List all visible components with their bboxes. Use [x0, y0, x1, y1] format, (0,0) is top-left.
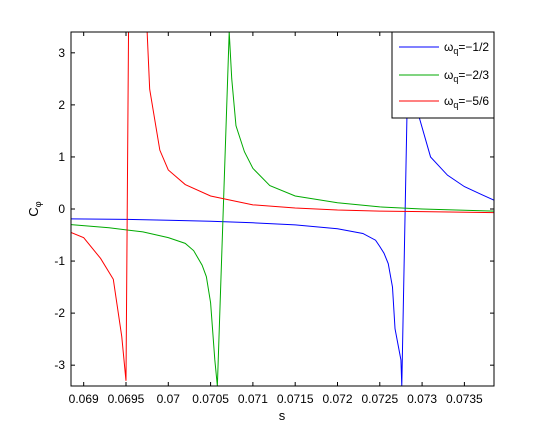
legend-label-3-main: ω: [444, 94, 453, 108]
legend: ωq=−1/2 ωq=−2/3 ωq=−5/6: [391, 31, 495, 119]
series-layer: [71, 32, 494, 386]
svg-text:Cφ: Cφ: [26, 201, 43, 216]
x-tick-label-8: 0.073: [407, 392, 437, 406]
legend-label-3-rest: =−5/6: [458, 94, 489, 108]
x-tick-label-0: 0.069: [69, 392, 99, 406]
legend-entry-3: ωq=−5/6: [399, 94, 489, 110]
svg-text:ωq=−1/2: ωq=−1/2: [444, 40, 489, 56]
x-tick-label-9: 0.0735: [446, 392, 483, 406]
y-tick-label-1: -2: [54, 306, 65, 320]
x-tick-label-7: 0.0725: [361, 392, 398, 406]
y-axis-title: Cφ: [26, 201, 43, 216]
x-tick-label-3: 0.0705: [192, 392, 229, 406]
legend-label-2-main: ω: [444, 68, 453, 82]
series-line-2: [71, 32, 494, 386]
svg-text:ωq=−2/3: ωq=−2/3: [444, 68, 489, 84]
legend-label-1-rest: =−1/2: [458, 40, 489, 54]
legend-label-2-sub: q: [453, 74, 458, 84]
y-tick-label-5: 2: [58, 98, 65, 112]
x-tick-label-6: 0.072: [322, 392, 352, 406]
x-tick-label-5: 0.0715: [277, 392, 314, 406]
y-tick-label-6: 3: [58, 46, 65, 60]
y-tick-label-0: -3: [54, 358, 65, 372]
x-tick-label-1: 0.0695: [108, 392, 145, 406]
legend-entry-1: ωq=−1/2: [399, 40, 489, 56]
series-line-1: [71, 32, 494, 386]
x-tick-label-2: 0.07: [157, 392, 181, 406]
y-axis-title-sub: φ: [33, 201, 43, 207]
legend-entry-2: ωq=−2/3: [399, 68, 489, 84]
x-axis-title: s: [279, 408, 286, 423]
legend-label-3-sub: q: [453, 100, 458, 110]
tick-layer: 0.069 0.0695 0.07 0.0705 0.071 0.0715 0.072 0.0…: [54, 32, 494, 406]
svg-text:ωq=−5/6: ωq=−5/6: [444, 94, 489, 110]
x-tick-label-4: 0.071: [238, 392, 268, 406]
legend-label-2-rest: =−2/3: [458, 68, 489, 82]
y-tick-label-3: 0: [58, 202, 65, 216]
y-axis-title-main: C: [26, 207, 41, 216]
y-tick-label-2: -1: [54, 254, 65, 268]
series-line-3: [71, 32, 494, 381]
y-tick-label-4: 1: [58, 150, 65, 164]
legend-label-1-main: ω: [444, 40, 453, 54]
legend-label-1-sub: q: [453, 46, 458, 56]
